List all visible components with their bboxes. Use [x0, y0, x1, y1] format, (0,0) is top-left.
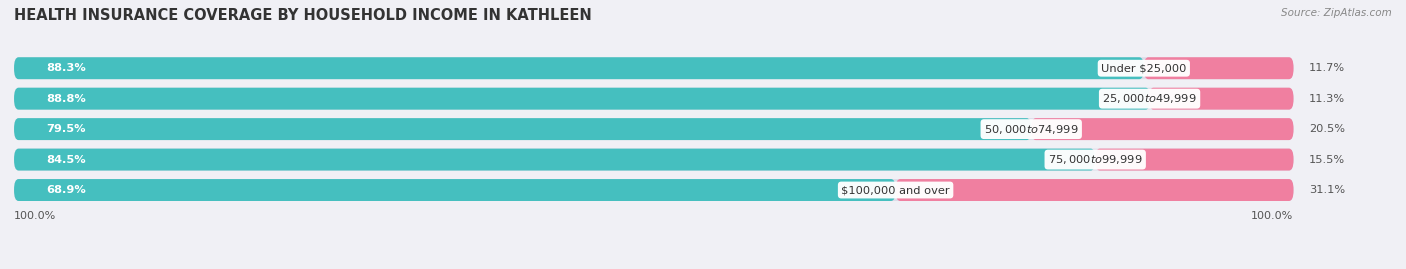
- FancyBboxPatch shape: [14, 57, 1144, 79]
- Legend: With Coverage, Without Coverage: With Coverage, Without Coverage: [530, 266, 778, 269]
- Text: 100.0%: 100.0%: [1251, 211, 1294, 221]
- FancyBboxPatch shape: [14, 118, 1031, 140]
- FancyBboxPatch shape: [14, 88, 1150, 110]
- FancyBboxPatch shape: [1095, 148, 1294, 171]
- FancyBboxPatch shape: [14, 179, 896, 201]
- Text: 88.8%: 88.8%: [46, 94, 86, 104]
- Text: $25,000 to $49,999: $25,000 to $49,999: [1102, 92, 1197, 105]
- Text: 100.0%: 100.0%: [14, 211, 56, 221]
- Text: Source: ZipAtlas.com: Source: ZipAtlas.com: [1281, 8, 1392, 18]
- Text: $100,000 and over: $100,000 and over: [841, 185, 950, 195]
- Text: 20.5%: 20.5%: [1309, 124, 1346, 134]
- FancyBboxPatch shape: [14, 179, 1294, 201]
- Text: 88.3%: 88.3%: [46, 63, 86, 73]
- Text: 11.3%: 11.3%: [1309, 94, 1346, 104]
- FancyBboxPatch shape: [14, 57, 1294, 79]
- Text: HEALTH INSURANCE COVERAGE BY HOUSEHOLD INCOME IN KATHLEEN: HEALTH INSURANCE COVERAGE BY HOUSEHOLD I…: [14, 8, 592, 23]
- FancyBboxPatch shape: [1144, 57, 1294, 79]
- FancyBboxPatch shape: [1031, 118, 1294, 140]
- Text: $75,000 to $99,999: $75,000 to $99,999: [1047, 153, 1143, 166]
- FancyBboxPatch shape: [14, 118, 1294, 140]
- Text: 11.7%: 11.7%: [1309, 63, 1346, 73]
- FancyBboxPatch shape: [896, 179, 1294, 201]
- Text: Under $25,000: Under $25,000: [1101, 63, 1187, 73]
- Text: 31.1%: 31.1%: [1309, 185, 1346, 195]
- Text: $50,000 to $74,999: $50,000 to $74,999: [984, 123, 1078, 136]
- FancyBboxPatch shape: [1149, 88, 1294, 110]
- Text: 15.5%: 15.5%: [1309, 155, 1346, 165]
- Text: 68.9%: 68.9%: [46, 185, 86, 195]
- FancyBboxPatch shape: [14, 148, 1095, 171]
- Text: 84.5%: 84.5%: [46, 155, 86, 165]
- Text: 79.5%: 79.5%: [46, 124, 86, 134]
- FancyBboxPatch shape: [14, 88, 1294, 110]
- FancyBboxPatch shape: [14, 148, 1294, 171]
